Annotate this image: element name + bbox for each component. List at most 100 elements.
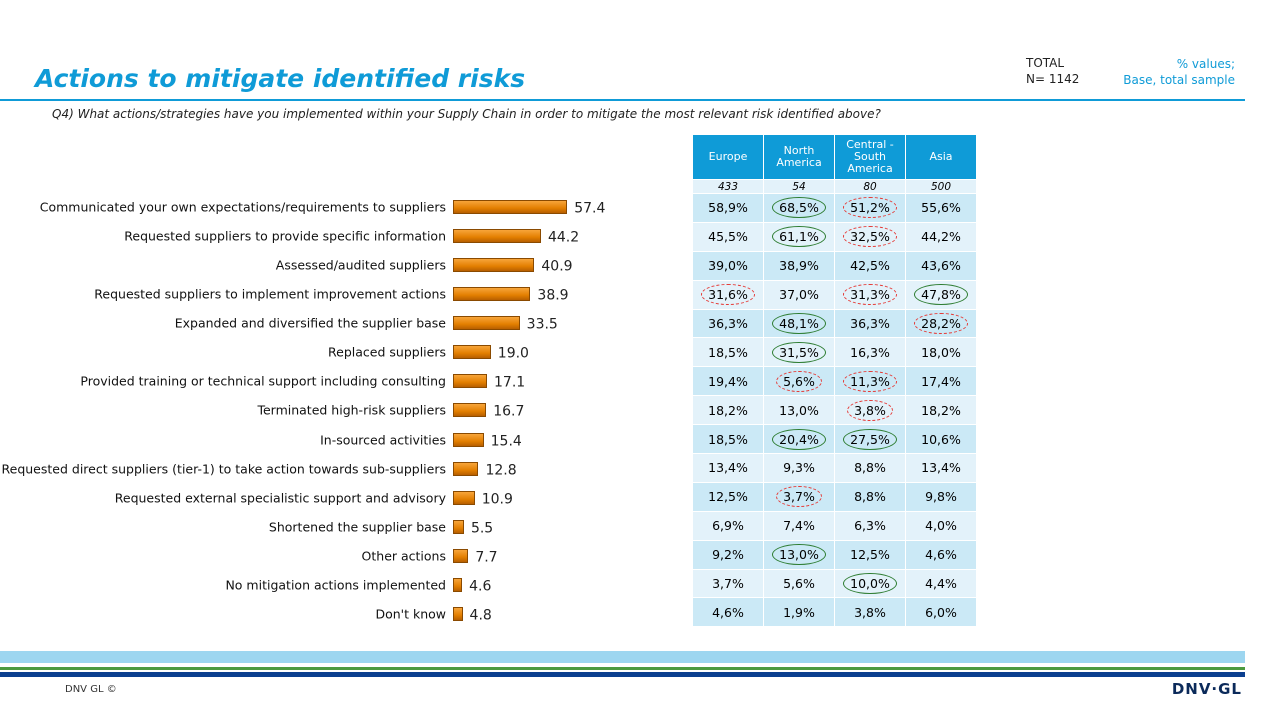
table-cell: 1,9% [763,597,835,628]
table-row: 3,7% 5,6% 10,0% 4,4% [692,568,977,599]
table-row: 6,9% 7,4% 6,3% 4,0% [692,510,977,541]
category-label: Requested direct suppliers (tier-1) to t… [1,461,446,477]
table-cell: 19,4% [692,366,764,397]
data-label: 57.4 [574,200,606,217]
table-row: 12,5% 3,7% 8,8% 9,8% [692,481,977,512]
data-label: 17.1 [494,375,526,392]
table-row: 9,2% 13,0% 12,5% 4,6% [692,539,977,570]
cell-value: 13,4% [708,460,748,476]
table-cell: 3,7% [692,568,764,599]
table-cell: 4,0% [905,510,977,541]
table-cell: 51,2% [834,193,906,223]
table-cell: 55,6% [905,193,977,223]
bar [453,345,491,360]
cell-value: 13,4% [921,460,961,476]
significance-higher-marker: 20,4% [772,428,826,450]
table-cell: 5,6% [763,568,835,599]
data-label: 12.8 [485,462,517,479]
category-label: No mitigation actions implemented [225,577,446,593]
cell-value: 9,2% [712,547,744,563]
table-cell: 4,6% [692,597,764,628]
cell-value: 3,7% [712,576,744,592]
question-text: Q4) What actions/strategies have you imp… [52,107,881,121]
bar [453,577,463,592]
table-cell: 31,3% [834,279,906,310]
table-cell: 4,6% [905,539,977,570]
cell-value: 3,8% [854,604,886,620]
significance-lower-marker: 3,8% [847,399,893,421]
table-cell: 42,5% [834,250,906,281]
table-cell: 18,0% [905,337,977,368]
col-north-america: North America [763,134,835,180]
cell-value: 9,3% [783,460,815,476]
base-line1: % values; [1176,57,1235,71]
significance-lower-marker: 5,6% [776,370,822,392]
table-cell: 45,5% [692,221,764,252]
significance-higher-marker: 61,1% [772,226,826,248]
region-table: Europe North America Central - South Ame… [692,134,977,628]
bar [453,374,488,389]
cell-value: 55,6% [921,200,961,216]
table-cell: 6,9% [692,510,764,541]
table-cell: 9,2% [692,539,764,570]
table-cell: 31,5% [763,337,835,368]
table-cell: 48,1% [763,308,835,339]
significance-higher-marker: 27,5% [843,428,897,450]
footer-band-blue [0,672,1245,677]
table-row: 4,6% 1,9% 3,8% 6,0% [692,597,977,628]
cell-value: 37,0% [779,287,819,303]
table-cell: 3,8% [834,597,906,628]
table-cell: 16,3% [834,337,906,368]
table-row: 19,4% 5,6% 11,3% 17,4% [692,366,977,397]
table-row: 58,9% 68,5% 51,2% 55,6% [692,193,977,223]
dnv-gl-logo: DNV·GL [1171,680,1242,698]
bar [453,200,568,214]
table-cell: 9,3% [763,453,835,483]
cell-value: 4,4% [925,576,957,592]
cell-value: 36,3% [850,316,890,331]
table-cell: 36,3% [834,308,906,339]
table-cell: 9,8% [905,481,977,512]
significance-lower-marker: 32,5% [843,226,897,248]
table-row: 18,2% 13,0% 3,8% 18,2% [692,395,977,426]
data-label: 33.5 [526,316,558,333]
category-label: Requested suppliers to provide specific … [124,228,446,244]
significance-lower-marker: 11,3% [843,370,897,392]
cell-value: 18,2% [708,402,748,418]
table-cell: 10,0% [834,568,906,599]
total-label: TOTAL [1026,56,1065,70]
cell-value: 6,0% [925,604,957,620]
table-cell: 3,7% [763,481,835,512]
significance-higher-marker: 48,1% [772,313,826,334]
bar [453,606,463,621]
n-cell: 433 [692,179,764,194]
cell-value: 16,3% [850,344,890,360]
category-label: Communicated your own expectations/requi… [39,199,446,215]
cell-value: 4,0% [925,518,957,534]
cell-value: 12,5% [708,489,748,505]
col-central-south-america: Central - South America [834,134,906,180]
data-label: 7.7 [475,549,498,566]
significance-higher-marker: 10,0% [843,573,897,595]
cell-value: 18,5% [708,431,748,447]
cell-value: 4,6% [712,604,744,620]
cell-value: 6,9% [712,518,744,534]
bar [453,519,464,534]
table-cell: 36,3% [692,308,764,339]
bar [453,258,535,273]
data-label: 5.5 [470,520,494,537]
table-cell: 27,5% [834,424,906,455]
cell-value: 12,5% [850,547,890,563]
cell-value: 42,5% [850,258,890,274]
table-cell: 7,4% [763,510,835,541]
bar [453,229,541,244]
table-cell: 4,4% [905,568,977,599]
cell-value: 1,9% [783,604,815,620]
category-label: Replaced suppliers [328,344,446,360]
cell-value: 10,6% [921,431,961,447]
base-info: % values; Base, total sample [1123,56,1235,88]
table-cell: 18,2% [905,395,977,426]
table-cell: 47,8% [905,279,977,310]
category-label: Requested external specialistic support … [114,490,446,506]
sample-size-row: 433 54 80 500 [692,179,977,194]
